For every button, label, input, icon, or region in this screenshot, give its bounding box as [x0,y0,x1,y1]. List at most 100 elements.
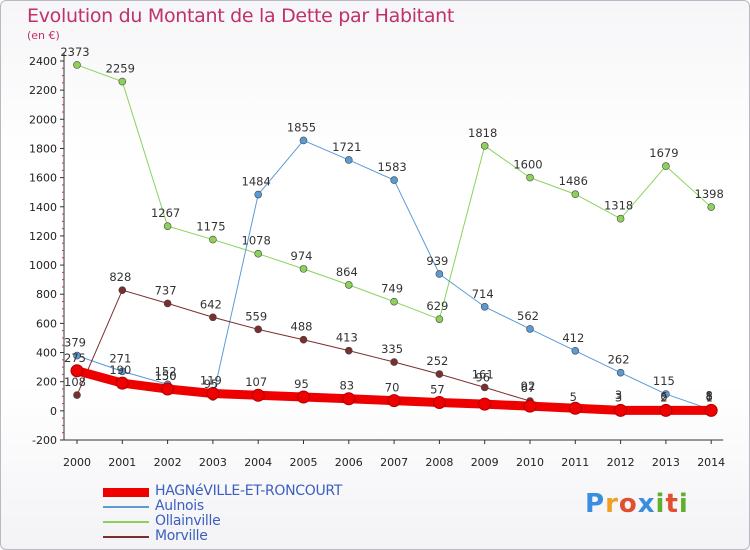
data-point [614,403,628,417]
y-tick-label: 1200 [29,230,57,243]
data-point [344,281,353,289]
data-label: 1818 [468,126,497,140]
data-point [435,270,444,278]
data-label: 95 [294,377,309,391]
data-point [209,313,217,322]
data-point [571,190,580,199]
data-label: 737 [155,283,177,297]
data-label: 2373 [60,45,89,59]
data-point [659,403,673,417]
y-tick-label: 1400 [29,201,57,214]
data-label: 1721 [332,140,361,154]
data-point [662,162,670,170]
data-label: 1267 [151,206,180,220]
data-label: 335 [381,342,403,356]
data-label: 1486 [559,174,588,188]
data-label: 3 [615,390,622,404]
data-label: 714 [472,287,494,301]
y-tick-label: 2000 [29,113,57,126]
data-point [432,396,446,410]
data-point [342,392,356,406]
data-label: 379 [64,336,86,350]
data-point [254,249,263,258]
data-label: 150 [155,369,177,383]
data-point [209,235,217,244]
data-point [299,136,308,145]
y-tick-label: 1600 [29,172,57,185]
data-point [115,376,129,390]
data-point [616,368,625,377]
data-point [163,299,172,308]
data-point [206,386,220,400]
data-point [387,394,401,408]
data-label: 70 [385,381,400,395]
data-label: 413 [336,331,358,345]
data-point [73,391,81,399]
data-point [662,390,670,398]
data-point [70,364,84,378]
data-label: 828 [109,270,131,284]
data-point [523,399,537,413]
data-label: 8 [706,389,713,403]
y-tick-label: 1000 [29,259,57,272]
x-tick-label: 2012 [607,456,635,469]
data-label: 107 [245,375,267,389]
data-label: 412 [562,331,584,345]
data-label: 642 [200,297,222,311]
data-label: 939 [426,254,448,268]
y-tick-label: 2400 [29,55,57,68]
data-label: 83 [339,379,354,393]
x-tick-label: 2009 [471,456,499,469]
data-label: 3 [615,388,622,402]
data-label: 2259 [106,62,135,76]
data-label: 974 [291,249,313,263]
data-point [478,397,492,411]
legend-swatch-hagneville [103,488,149,497]
data-label: 1600 [513,158,542,172]
data-label: 629 [426,299,448,313]
data-label: 252 [426,354,448,368]
y-tick-label: 200 [36,376,57,389]
data-point [435,370,444,378]
data-point [299,335,308,344]
data-label: 1583 [377,160,406,174]
legend-label-hagneville: HAGNéVILLE-ET-RONCOURT [155,483,343,499]
data-label: 749 [381,282,403,296]
legend-swatch-ollainville [103,521,149,523]
data-label: 562 [517,309,539,323]
y-tick-label: 0 [50,405,57,418]
legend-label-morville: Morville [155,528,208,544]
x-tick-label: 2002 [154,456,182,469]
data-point [163,222,172,230]
data-point [526,325,534,333]
y-tick-label: 2200 [29,84,57,97]
legend-label-ollainville: Ollainville [155,513,221,529]
data-point [118,286,127,294]
data-label: 57 [430,383,445,397]
x-tick-label: 2014 [697,456,725,469]
chart-title: Evolution du Montant de la Dette par Hab… [27,5,455,27]
data-point [707,203,716,211]
data-point [480,302,489,311]
x-tick-label: 2008 [425,456,453,469]
legend-swatch-morville [103,536,149,538]
x-tick-label: 2005 [290,456,318,469]
data-point [297,390,310,404]
data-label: 1398 [695,187,724,201]
data-point [480,142,489,150]
data-point [435,315,444,323]
data-point [616,214,625,223]
data-point [390,176,398,184]
x-tick-label: 2011 [561,456,589,469]
x-tick-label: 2013 [652,456,680,469]
data-point [344,156,353,164]
x-tick-label: 2007 [380,456,408,469]
x-tick-label: 2010 [516,456,544,469]
data-point [568,401,582,415]
y-tick-label: -200 [32,434,57,447]
data-label: 1855 [287,120,316,134]
data-point [73,61,81,69]
data-label: 262 [608,353,630,367]
legend-swatch-aulnois [103,506,149,508]
